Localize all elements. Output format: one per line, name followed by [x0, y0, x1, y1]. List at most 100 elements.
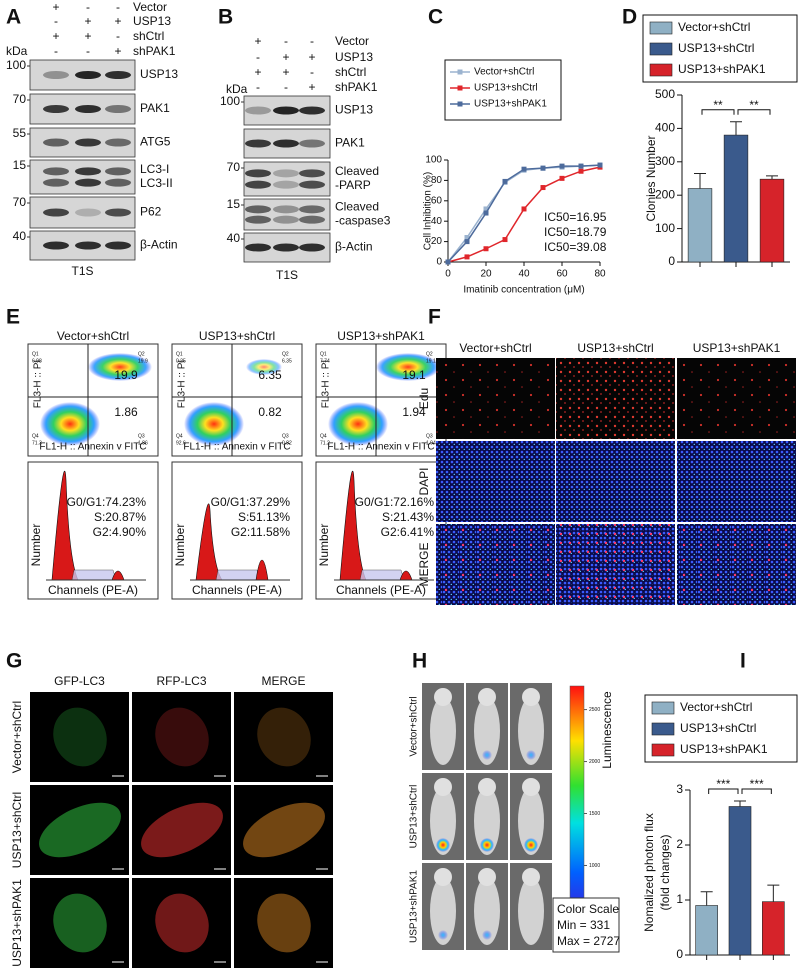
blot-band: [273, 215, 299, 224]
mouse-head: [434, 868, 452, 886]
blot-band: [245, 180, 271, 189]
mouse: [430, 787, 456, 855]
point: [540, 185, 546, 191]
condition-sign: +: [308, 80, 315, 94]
y-tick-label: 0: [668, 254, 675, 268]
quadrant-label: Q1: [320, 351, 327, 357]
mw-marker: 15: [227, 197, 241, 211]
legend-label: USP13+shCtrl: [678, 41, 754, 55]
blot-strip: [243, 198, 331, 231]
blot-band: [43, 138, 69, 147]
point: [521, 166, 527, 172]
x-tick-label: 40: [518, 269, 530, 280]
legend-marker: [457, 69, 463, 75]
blot-band: [75, 178, 101, 187]
y-tick-label: 0: [676, 947, 683, 961]
condition-sign: +: [114, 14, 121, 28]
micrograph: [30, 692, 129, 782]
row-title: USP13+shPAK1: [409, 870, 420, 943]
quadrant-value: 1.86: [114, 405, 138, 419]
mouse-head: [434, 778, 452, 796]
panel-letter: F: [428, 306, 441, 329]
y-tick-label: 60: [431, 195, 443, 206]
y-tick-label: 2: [676, 837, 683, 851]
condition-label: USP13: [335, 50, 373, 64]
protein-label: LC3-II: [140, 176, 173, 190]
condition-sign: +: [114, 44, 121, 58]
bioluminescence: [482, 930, 492, 940]
mouse: [474, 697, 500, 765]
condition-sign: +: [254, 34, 261, 48]
point: [502, 178, 508, 184]
quadrant-label: 0.82: [282, 440, 292, 446]
row-title: Vector+shCtrl: [10, 701, 24, 773]
s-phase: [359, 569, 405, 581]
blot-band: [299, 139, 325, 148]
condition-sign: -: [310, 65, 314, 79]
condition-label: Vector: [133, 0, 167, 14]
quadrant-label: Q2: [138, 351, 145, 357]
bar: [762, 901, 785, 956]
condition-sign: +: [282, 50, 289, 64]
y-axis-label: FL3-H :: PI: [177, 360, 188, 408]
y-tick-label: 80: [431, 175, 443, 186]
point: [464, 235, 470, 241]
protein-label: PAK1: [140, 101, 170, 115]
quadrant-label: 19.1: [426, 358, 436, 364]
micrograph: [677, 441, 796, 522]
panel-letter: I: [740, 650, 746, 673]
error-bar: [734, 800, 746, 807]
micrograph: [556, 524, 675, 605]
y-axis-label: (fold changes): [658, 834, 672, 910]
cell-line-label: T1S: [71, 264, 93, 278]
blot-band: [105, 105, 131, 113]
legend-swatch: [651, 701, 675, 715]
error-bar: [767, 884, 780, 902]
blot-band: [299, 215, 325, 224]
blot-band: [245, 243, 271, 252]
significance-label: ***: [716, 777, 730, 791]
legend-marker: [457, 101, 463, 107]
error-bar: [766, 175, 778, 180]
ic50-annotation: IC50=39.08: [544, 240, 607, 254]
condition-sign: -: [256, 50, 260, 64]
point: [559, 175, 565, 181]
condition-sign: +: [84, 14, 91, 28]
panel-letter: C: [428, 6, 443, 29]
x-tick-label: 0: [445, 269, 451, 280]
mouse-head: [478, 868, 496, 886]
mw-marker: 40: [13, 229, 27, 243]
x-axis-label: Channels (PE-A): [192, 583, 282, 597]
cell: [53, 707, 107, 767]
mouse: [430, 877, 456, 945]
legend-marker: [457, 85, 463, 91]
scale-min: Min = 331: [557, 918, 610, 932]
s-phase: [71, 569, 117, 581]
condition-sign: -: [284, 34, 288, 48]
blot-band: [43, 167, 69, 176]
point: [483, 206, 489, 212]
quadrant-label: 1.94: [426, 440, 436, 446]
bar: [687, 188, 713, 263]
condition-sign: -: [86, 0, 90, 14]
condition-sign: +: [52, 0, 59, 14]
point: [483, 210, 489, 216]
legend-box: [444, 59, 562, 121]
condition-sign: +: [308, 50, 315, 64]
mouse-head: [522, 778, 540, 796]
micrograph: [436, 358, 555, 439]
condition-sign: -: [116, 0, 120, 14]
blot-band: [299, 180, 325, 189]
condition-label: shPAK1: [335, 80, 378, 94]
density-cloud: [328, 402, 388, 446]
scale-tick-label: 1500: [589, 811, 600, 817]
legend-label: Vector+shCtrl: [680, 700, 752, 714]
mw-marker: 40: [227, 231, 241, 245]
mouse-head: [522, 688, 540, 706]
x-axis-label: FL1-H :: Annexin v FITC: [39, 442, 146, 453]
bar: [728, 806, 752, 956]
y-tick-label: 100: [655, 221, 675, 235]
scale-info-box: [552, 897, 620, 953]
legend-swatch: [649, 42, 673, 56]
quadrant-lines: [28, 344, 158, 456]
